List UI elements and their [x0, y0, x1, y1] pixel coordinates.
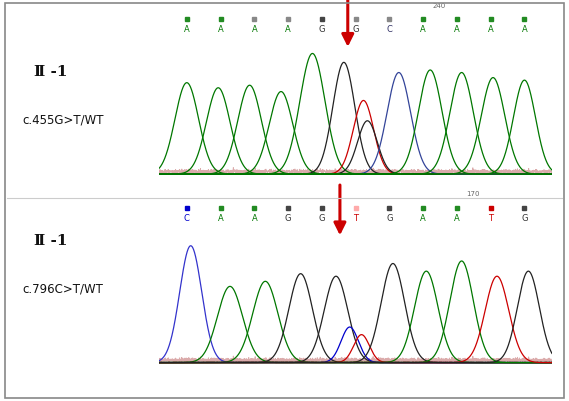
Text: A: A	[251, 25, 257, 34]
Text: A: A	[420, 214, 426, 223]
Text: A: A	[420, 25, 426, 34]
Text: A: A	[454, 25, 460, 34]
Text: T: T	[353, 214, 358, 223]
Text: c.796C>T/WT: c.796C>T/WT	[23, 282, 104, 295]
Text: A: A	[218, 25, 224, 34]
Text: G: G	[386, 214, 393, 223]
Text: A: A	[285, 25, 291, 34]
Text: T: T	[488, 214, 493, 223]
Text: A: A	[488, 25, 493, 34]
Text: G: G	[285, 214, 291, 223]
Text: G: G	[521, 214, 527, 223]
Text: Ⅱ -1: Ⅱ -1	[34, 234, 68, 247]
Text: A: A	[522, 25, 527, 34]
Text: G: G	[319, 214, 325, 223]
Text: A: A	[184, 25, 189, 34]
Text: C: C	[184, 214, 189, 223]
Text: G: G	[319, 25, 325, 34]
Text: G: G	[352, 25, 359, 34]
Text: 170: 170	[466, 192, 479, 197]
Text: c.455G>T/WT: c.455G>T/WT	[23, 114, 104, 127]
Text: 240: 240	[432, 3, 446, 9]
Text: A: A	[218, 214, 224, 223]
Text: A: A	[251, 214, 257, 223]
Text: Ⅱ -1: Ⅱ -1	[34, 65, 68, 79]
Text: A: A	[454, 214, 460, 223]
Text: C: C	[386, 25, 393, 34]
